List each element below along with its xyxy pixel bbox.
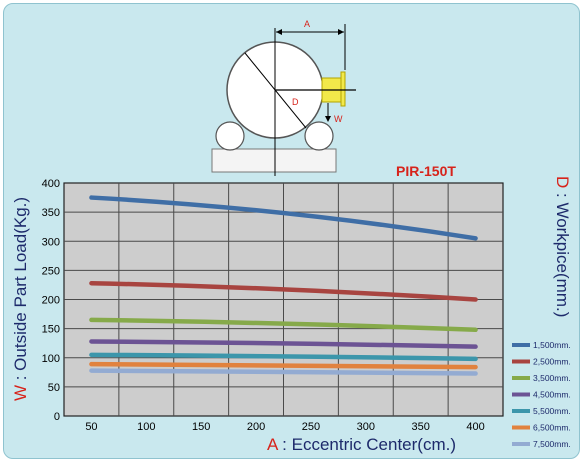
left-roller [215, 121, 245, 151]
chart-panel: A D W PIR-150T 0 50 100 150 200 250 300 350 400 … [3, 3, 580, 459]
y-tick-label: 50 [48, 382, 60, 394]
legend-title-letter: D [553, 176, 572, 188]
machine-diagram: A D W [211, 19, 356, 176]
y-axis-title: W : Outside Part Load(Kg.) [11, 197, 30, 401]
series-lines [89, 195, 478, 376]
y-tick-labels: 0 50 100 150 200 250 300 350 400 [42, 178, 60, 423]
x-axis-title-letter: A [267, 435, 279, 454]
machine-base [211, 148, 337, 173]
legend-title-text: : Workpice(mm.) [553, 188, 572, 317]
legend-label: 3,500mm. [533, 373, 571, 383]
legend-label: 4,500mm. [533, 390, 571, 400]
y-axis-title-text: : Outside Part Load(Kg.) [11, 197, 30, 385]
series-line-4 [89, 339, 478, 349]
legend-label: 7,500mm. [533, 439, 571, 449]
x-tick-label: 250 [302, 421, 320, 433]
y-tick-label: 200 [42, 295, 60, 307]
dimension-a-label: A [304, 19, 310, 29]
legend-label: 6,500mm. [533, 423, 571, 433]
series-line-1 [89, 195, 478, 241]
y-tick-label: 100 [42, 353, 60, 365]
legend: 1,500mm. 2,500mm. 3,500mm. 4,500mm. 5,500mm.… [512, 340, 571, 449]
x-tick-label: 150 [192, 421, 210, 433]
y-tick-label: 0 [54, 411, 60, 423]
legend-label: 1,500mm. [533, 340, 571, 350]
load-flange [340, 71, 346, 107]
x-axis-title-text: : Eccentric Center(cm.) [277, 435, 456, 454]
dimension-d-label: D [292, 97, 299, 107]
x-tick-label: 50 [85, 421, 97, 433]
y-tick-label: 150 [42, 324, 60, 336]
dimension-w-arrowhead [325, 116, 331, 122]
legend-label: 2,500mm. [533, 357, 571, 367]
x-axis-title: A : Eccentric Center(cm.) [267, 435, 456, 454]
legend-label: 5,500mm. [533, 406, 571, 416]
y-tick-label: 400 [42, 178, 60, 190]
dimension-d-line [244, 52, 307, 129]
y-tick-label: 350 [42, 207, 60, 219]
legend-title: D : Workpice(mm.) [553, 176, 572, 317]
x-tick-labels: 50 100 150 200 250 300 350 400 [85, 421, 484, 433]
dimension-w-label: W [334, 114, 343, 124]
chart-canvas: A D W PIR-150T 050100150200250300350400 … [11, 19, 572, 454]
series-line-5 [89, 352, 478, 362]
y-tick-label: 250 [42, 265, 60, 277]
x-tick-label: 400 [466, 421, 484, 433]
series-line-3 [89, 317, 478, 333]
x-tick-label: 350 [412, 421, 430, 433]
series-line-2 [89, 280, 478, 302]
x-tick-label: 200 [247, 421, 265, 433]
y-tick-label: 300 [42, 236, 60, 248]
chart-title: PIR-150T [396, 163, 456, 179]
right-roller [304, 121, 334, 151]
x-tick-label: 100 [137, 421, 155, 433]
series-line-6 [89, 361, 478, 370]
y-axis-title-letter: W [11, 385, 30, 401]
x-tick-label: 300 [357, 421, 375, 433]
series-line-7 [89, 368, 478, 376]
